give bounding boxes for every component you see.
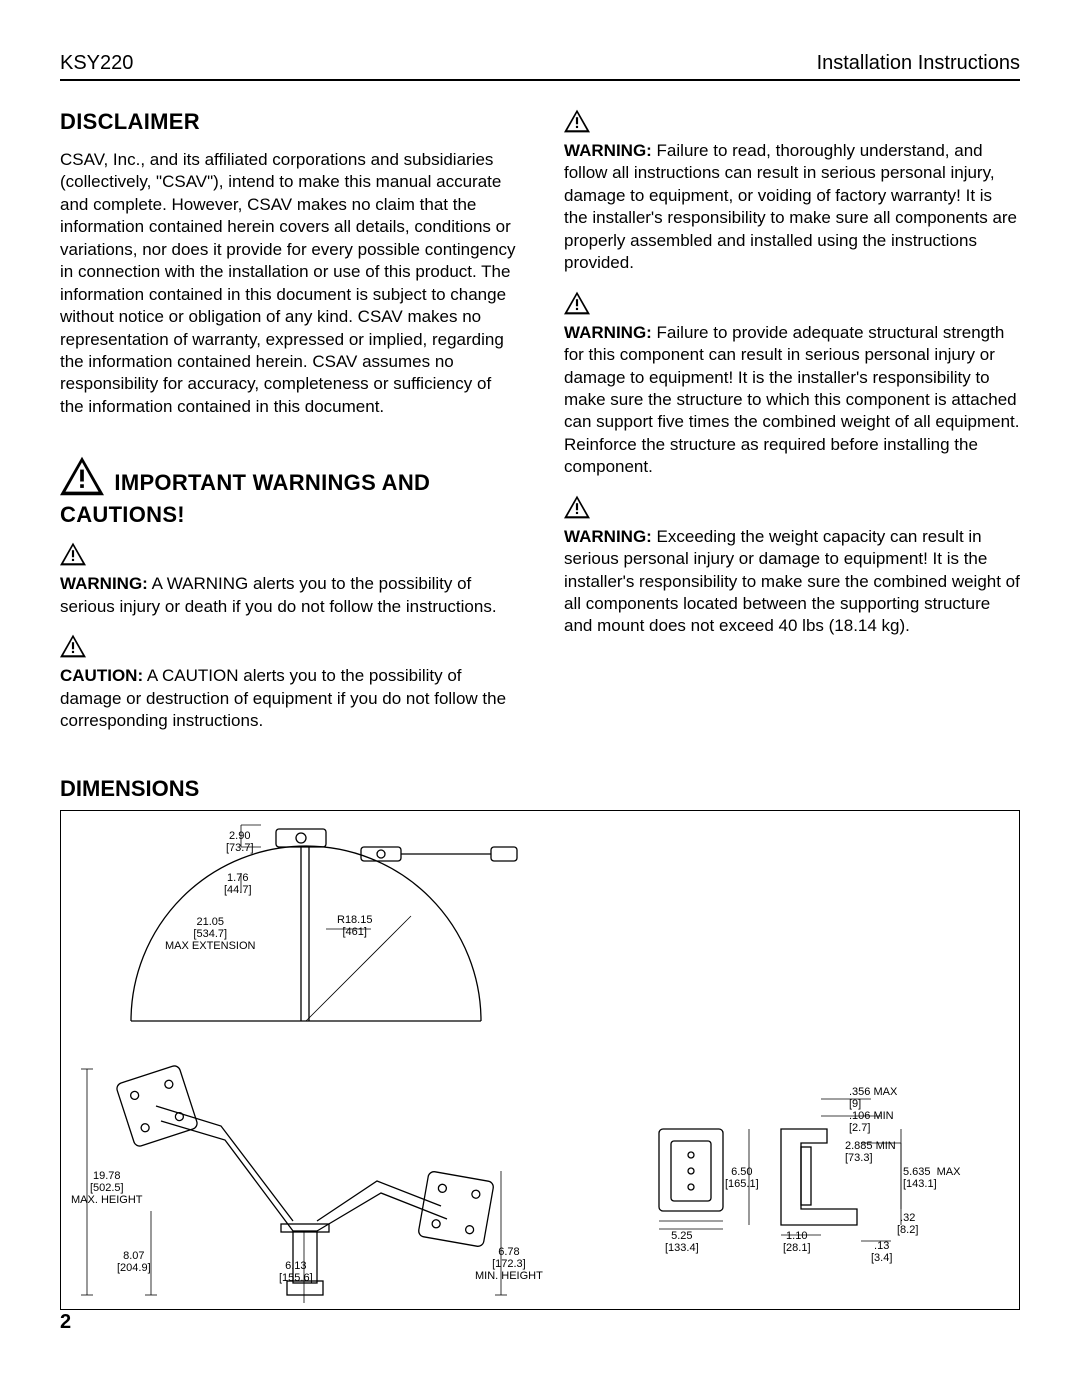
right-column: WARNING: Failure to read, thoroughly und… [564,109,1020,748]
warning-triangle-icon [60,634,516,663]
dimensions-heading: DIMENSIONS [60,776,1020,802]
warning-text: Failure to read, thoroughly understand, … [564,141,1017,272]
dim-label: .13 [3.4] [871,1241,892,1265]
warning-label: WARNING: [564,141,652,160]
warning-block: WARNING: Exceeding the weight capacity c… [564,495,1020,638]
caution-label: CAUTION: [60,666,143,685]
warnings-section-heading: IMPORTANT WARNINGS AND CAUTIONS! [60,456,516,528]
disclaimer-heading: DISCLAIMER [60,109,516,135]
product-code: KSY220 [60,52,133,75]
dim-label: 5.635 MAX [143.1] [903,1167,960,1191]
dim-label: 6.78 [172.3] MIN. HEIGHT [475,1247,543,1283]
warning-label: WARNING: [564,323,652,342]
doc-title: Installation Instructions [817,52,1020,75]
dim-label: 21.05 [534.7] MAX EXTENSION [165,917,255,953]
warnings-section-title-text: IMPORTANT WARNINGS AND CAUTIONS! [60,470,430,527]
warning-label: WARNING: [564,527,652,546]
dim-label: 8.07 [204.9] [117,1251,151,1275]
dimensions-frame: 2.90 [73.7] 1.76 [44.7] 21.05 [534.7] MA… [60,810,1020,1310]
header-rule [60,79,1020,81]
warning-triangle-icon [60,542,516,571]
dim-label: 5.25 [133.4] [665,1231,699,1255]
left-column: DISCLAIMER CSAV, Inc., and its affiliate… [60,109,516,748]
dim-label: 1.10 [28.1] [783,1231,811,1255]
warning-label: WARNING: [60,574,148,593]
warning-triangle-icon [564,495,1020,524]
disclaimer-body: CSAV, Inc., and its affiliated corporati… [60,149,516,418]
warning-block: WARNING: Failure to provide adequate str… [564,291,1020,479]
dim-label: 2.90 [73.7] [226,831,254,855]
dim-label: R18.15 [461] [337,915,372,939]
dimensions-diagram [61,811,1021,1311]
page-number: 2 [60,1311,71,1334]
dim-label: 2.885 MIN [73.3] [845,1141,896,1165]
dim-label: .32 [8.2] [897,1213,918,1237]
caution-block: CAUTION: A CAUTION alerts you to the pos… [60,634,516,732]
warning-text: Failure to provide adequate structural s… [564,323,1019,477]
dim-label: 6.50 [165.1] [725,1167,759,1191]
dim-label: .356 MAX [9] [849,1087,897,1111]
warning-triangle-icon [564,109,1020,138]
page-header: KSY220 Installation Instructions [60,52,1020,75]
dim-label: 1.76 [44.7] [224,873,252,897]
dim-label: .106 MIN [2.7] [849,1111,894,1135]
warning-triangle-icon [564,291,1020,320]
warning-triangle-icon [60,456,104,502]
dim-label: 19.78 [502.5] MAX. HEIGHT [71,1171,143,1207]
warning-block: WARNING: Failure to read, thoroughly und… [564,109,1020,275]
warning-block: WARNING: A WARNING alerts you to the pos… [60,542,516,618]
dim-label: 6.13 [155.6] [279,1261,313,1285]
